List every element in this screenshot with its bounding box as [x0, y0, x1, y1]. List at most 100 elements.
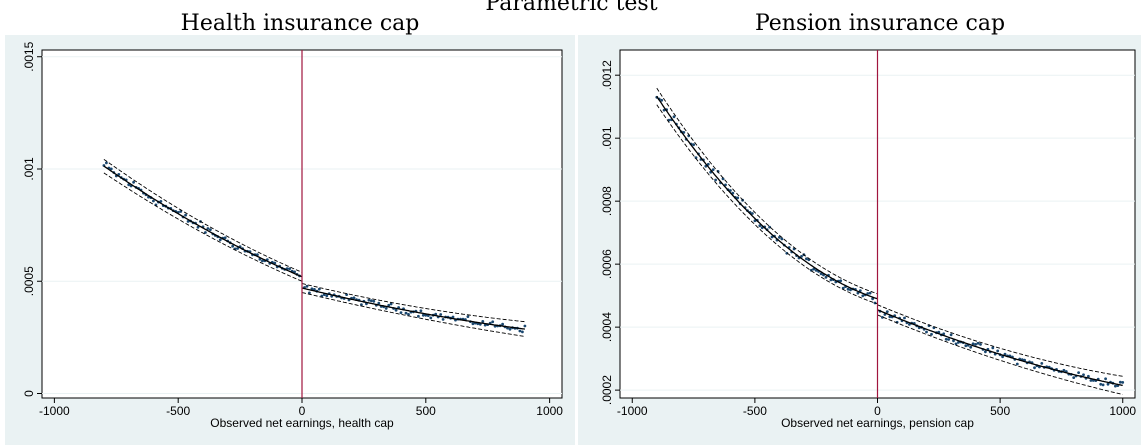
x-tick-label: -1000 [39, 404, 70, 418]
data-point [976, 341, 980, 345]
x-tick-label: -500 [166, 404, 190, 418]
x-tick-label: 0 [299, 404, 306, 418]
x-tick-label: 1000 [1109, 404, 1136, 418]
data-point [1089, 379, 1093, 382]
fit-line-left [103, 165, 303, 278]
data-point [1001, 355, 1004, 359]
data-point [439, 313, 443, 316]
data-point [451, 315, 455, 319]
data-point [377, 301, 381, 305]
data-point [1072, 376, 1076, 379]
data-point [466, 315, 470, 318]
data-point [1099, 382, 1103, 386]
data-point [109, 167, 113, 171]
data-point [421, 313, 425, 317]
data-point [846, 287, 850, 291]
data-point [404, 311, 408, 315]
data-point [873, 301, 877, 305]
data-point [367, 298, 371, 302]
data-point [888, 315, 892, 319]
data-point [885, 310, 889, 313]
data-point [785, 251, 789, 255]
data-point [957, 341, 960, 344]
data-point [491, 320, 495, 324]
data-point [954, 342, 958, 346]
y-tick-label: .0015 [22, 41, 36, 71]
data-point [866, 292, 870, 295]
data-point [288, 267, 291, 271]
data-point [947, 338, 950, 341]
x-axis-label: Observed net earnings, pension cap [781, 416, 974, 430]
data-point [1040, 362, 1044, 365]
data-point [518, 329, 522, 333]
data-point [903, 316, 906, 320]
data-point [858, 289, 862, 292]
data-point [1087, 374, 1090, 378]
data-point [861, 294, 865, 298]
data-point [721, 177, 725, 181]
data-point [1015, 362, 1019, 366]
x-tick-label: 500 [416, 404, 436, 418]
panel-title-pension: Pension insurance cap [754, 11, 1006, 36]
data-point [196, 225, 200, 229]
data-point [930, 332, 933, 336]
data-point [441, 318, 445, 321]
x-tick-label: 0 [874, 404, 881, 418]
data-point [849, 288, 852, 292]
data-point [984, 350, 987, 354]
y-tick-label: .001 [600, 126, 614, 150]
x-axis-label: Observed net earnings, health cap [210, 416, 394, 430]
data-point [417, 314, 420, 318]
ci-lower-right [301, 292, 525, 337]
data-point [925, 330, 928, 334]
data-point [660, 98, 664, 102]
data-point [991, 346, 995, 350]
data-point [325, 294, 329, 298]
fit-line-right [301, 287, 525, 330]
data-point [132, 180, 136, 184]
data-point [868, 291, 872, 295]
data-point [218, 238, 222, 242]
data-point [682, 131, 686, 134]
data-point [780, 237, 784, 241]
data-point [974, 343, 977, 346]
data-point [952, 339, 955, 343]
data-point [521, 330, 524, 334]
data-point [996, 349, 1000, 353]
x-tick-label: -1000 [617, 404, 648, 418]
data-point [389, 302, 393, 306]
data-point [159, 200, 163, 203]
data-point [419, 309, 423, 313]
data-point [908, 323, 911, 326]
data-point [1077, 371, 1080, 374]
y-tick-label: 0 [22, 390, 36, 397]
data-point [105, 161, 108, 165]
data-point [501, 322, 504, 326]
data-point [1121, 381, 1125, 384]
data-point [399, 311, 403, 314]
data-point [829, 278, 833, 282]
data-point [429, 316, 433, 320]
data-point [949, 333, 953, 337]
ci-lower-right [877, 314, 1123, 395]
x-tick-label: 500 [990, 404, 1010, 418]
data-point [770, 235, 774, 239]
data-point [206, 227, 210, 230]
data-point [1033, 366, 1036, 370]
data-point [711, 168, 715, 172]
data-point [394, 308, 398, 312]
data-point [971, 342, 975, 346]
data-point [1101, 383, 1105, 387]
data-point [231, 244, 235, 248]
data-point [384, 307, 388, 310]
data-point [209, 228, 212, 232]
x-tick-label: -500 [743, 404, 767, 418]
data-point [819, 272, 823, 276]
data-point [204, 231, 207, 234]
ci-lower-left [656, 104, 878, 305]
ci-upper-left [103, 158, 303, 273]
data-point [317, 287, 321, 291]
data-point [1118, 380, 1122, 384]
data-point [369, 299, 373, 303]
